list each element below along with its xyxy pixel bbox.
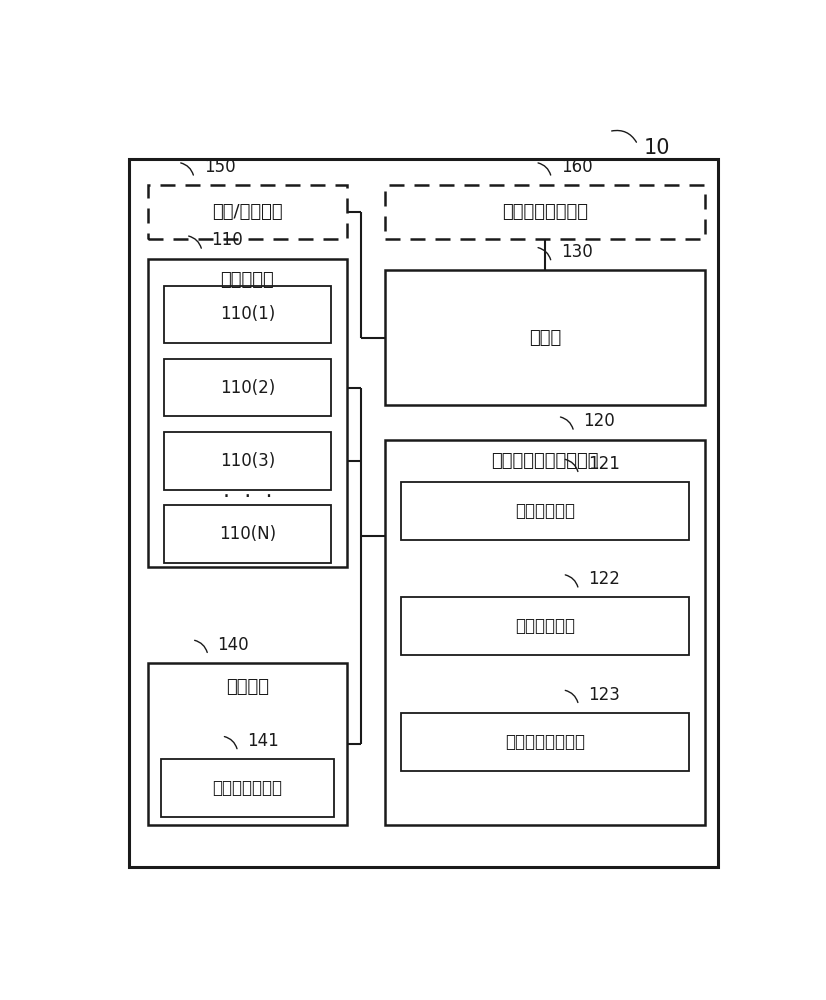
Text: 120: 120: [583, 412, 615, 430]
Bar: [164, 286, 330, 343]
Text: ·  ·  ·: · · ·: [222, 487, 272, 507]
Bar: [164, 505, 330, 563]
Text: 160: 160: [561, 158, 592, 176]
Text: 110(3): 110(3): [220, 452, 275, 470]
Text: 处理器: 处理器: [529, 329, 561, 347]
Bar: [401, 482, 689, 540]
Text: 150: 150: [204, 158, 235, 176]
Text: 连接接口电路单元: 连接接口电路单元: [502, 203, 588, 221]
Text: 10: 10: [644, 138, 671, 158]
Text: 123: 123: [588, 686, 620, 704]
Bar: [164, 359, 330, 416]
Text: 110(1): 110(1): [220, 305, 275, 323]
Bar: [148, 259, 347, 567]
Text: 语音触发电路: 语音触发电路: [515, 502, 575, 520]
Text: 122: 122: [588, 570, 620, 588]
Text: 语音纯化电路: 语音纯化电路: [515, 617, 575, 635]
Text: 存储单元: 存储单元: [225, 678, 268, 696]
Text: 语音特征数据库: 语音特征数据库: [212, 779, 282, 797]
Bar: [401, 597, 689, 655]
Text: 110(N): 110(N): [219, 525, 276, 543]
Text: 输入/输出单元: 输入/输出单元: [212, 203, 282, 221]
Bar: [385, 270, 705, 405]
Bar: [148, 663, 347, 825]
Text: 语音指令映射电路: 语音指令映射电路: [505, 733, 585, 751]
Bar: [161, 759, 334, 817]
Bar: [401, 713, 689, 771]
Bar: [385, 185, 705, 239]
Text: 121: 121: [588, 455, 620, 473]
Text: 141: 141: [247, 732, 279, 750]
Text: 130: 130: [561, 243, 593, 261]
Bar: [148, 185, 347, 239]
Text: 110: 110: [211, 231, 244, 249]
Bar: [385, 440, 705, 825]
Text: 麦克风阵列: 麦克风阵列: [221, 271, 274, 289]
Bar: [164, 432, 330, 490]
Text: 110(2): 110(2): [220, 379, 275, 397]
Text: 140: 140: [217, 636, 249, 654]
Text: 语音指令管理电路单元: 语音指令管理电路单元: [491, 452, 599, 470]
